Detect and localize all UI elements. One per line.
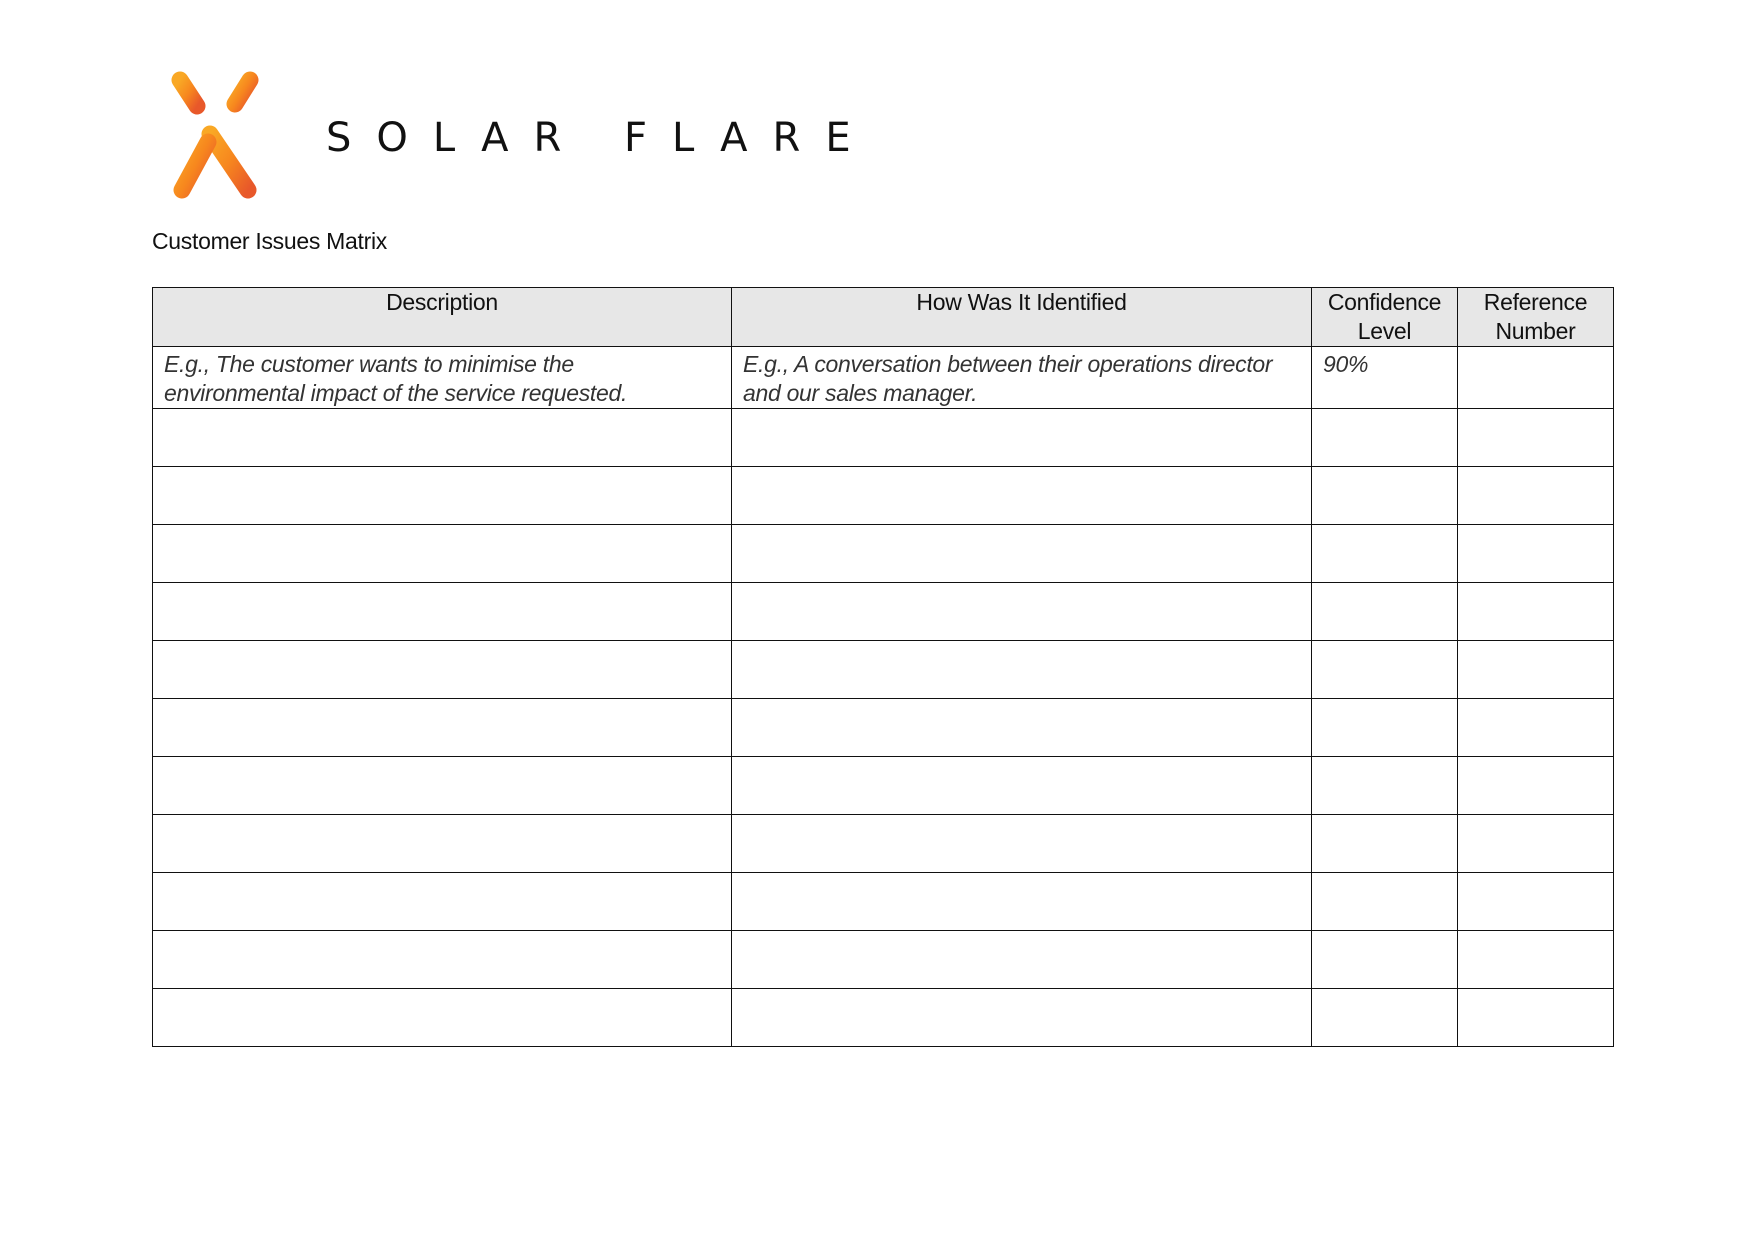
table-row: [152, 872, 1614, 931]
cell-reference-number[interactable]: [1457, 814, 1614, 873]
cell-description[interactable]: [152, 756, 732, 815]
table-row: [152, 524, 1614, 583]
cell-how-identified[interactable]: [731, 466, 1312, 525]
table-row: E.g., The customer wants to minimise the…: [152, 346, 1614, 409]
cell-confidence-level[interactable]: [1311, 466, 1458, 525]
brand-name: SOLAR FLARE: [326, 115, 876, 161]
cell-confidence-level[interactable]: [1311, 408, 1458, 467]
cell-reference-number[interactable]: [1457, 930, 1614, 989]
cell-how-identified[interactable]: [731, 814, 1312, 873]
cell-confidence-level[interactable]: [1311, 698, 1458, 757]
cell-how-identified[interactable]: [731, 930, 1312, 989]
table-row: [152, 466, 1614, 525]
cell-confidence-level[interactable]: [1311, 988, 1458, 1047]
table-row: [152, 930, 1614, 989]
cell-description[interactable]: [152, 408, 732, 467]
cell-reference-number[interactable]: [1457, 698, 1614, 757]
cell-reference-number[interactable]: [1457, 756, 1614, 815]
solar-flare-logo-icon: [151, 71, 291, 199]
cell-description[interactable]: [152, 466, 732, 525]
cell-confidence-level[interactable]: 90%: [1311, 346, 1458, 409]
cell-description[interactable]: [152, 640, 732, 699]
cell-reference-number[interactable]: [1457, 988, 1614, 1047]
cell-how-identified[interactable]: [731, 756, 1312, 815]
cell-confidence-level[interactable]: [1311, 524, 1458, 583]
cell-how-identified[interactable]: E.g., A conversation between their opera…: [731, 346, 1312, 409]
cell-how-identified[interactable]: [731, 408, 1312, 467]
table-row: [152, 988, 1614, 1047]
cell-reference-number[interactable]: [1457, 524, 1614, 583]
cell-description[interactable]: [152, 930, 732, 989]
header-confidence-level: Confidence Level: [1311, 287, 1458, 347]
cell-reference-number[interactable]: [1457, 872, 1614, 931]
header-how-identified: How Was It Identified: [731, 287, 1312, 347]
cell-confidence-level[interactable]: [1311, 814, 1458, 873]
cell-reference-number[interactable]: [1457, 408, 1614, 467]
cell-reference-number[interactable]: [1457, 346, 1614, 409]
table-row: [152, 698, 1614, 757]
cell-how-identified[interactable]: [731, 988, 1312, 1047]
cell-reference-number[interactable]: [1457, 582, 1614, 641]
cell-how-identified[interactable]: [731, 524, 1312, 583]
customer-issues-table: Description How Was It Identified Confid…: [152, 287, 1614, 1047]
header-description: Description: [152, 287, 732, 347]
header-reference-number: Reference Number: [1457, 287, 1614, 347]
cell-how-identified[interactable]: [731, 698, 1312, 757]
table-row: [152, 582, 1614, 641]
document-title: Customer Issues Matrix: [152, 228, 387, 254]
table-header-row: Description How Was It Identified Confid…: [152, 287, 1614, 347]
cell-how-identified[interactable]: [731, 582, 1312, 641]
cell-how-identified[interactable]: [731, 640, 1312, 699]
cell-description[interactable]: [152, 988, 732, 1047]
cell-confidence-level[interactable]: [1311, 582, 1458, 641]
table-row: [152, 640, 1614, 699]
cell-how-identified[interactable]: [731, 872, 1312, 931]
table-row: [152, 756, 1614, 815]
cell-description[interactable]: E.g., The customer wants to minimise the…: [152, 346, 732, 409]
table-row: [152, 814, 1614, 873]
cell-confidence-level[interactable]: [1311, 930, 1458, 989]
cell-description[interactable]: [152, 698, 732, 757]
cell-reference-number[interactable]: [1457, 466, 1614, 525]
cell-description[interactable]: [152, 872, 732, 931]
cell-confidence-level[interactable]: [1311, 872, 1458, 931]
cell-description[interactable]: [152, 814, 732, 873]
table-row: [152, 408, 1614, 467]
cell-confidence-level[interactable]: [1311, 756, 1458, 815]
cell-description[interactable]: [152, 582, 732, 641]
cell-description[interactable]: [152, 524, 732, 583]
cell-reference-number[interactable]: [1457, 640, 1614, 699]
cell-confidence-level[interactable]: [1311, 640, 1458, 699]
